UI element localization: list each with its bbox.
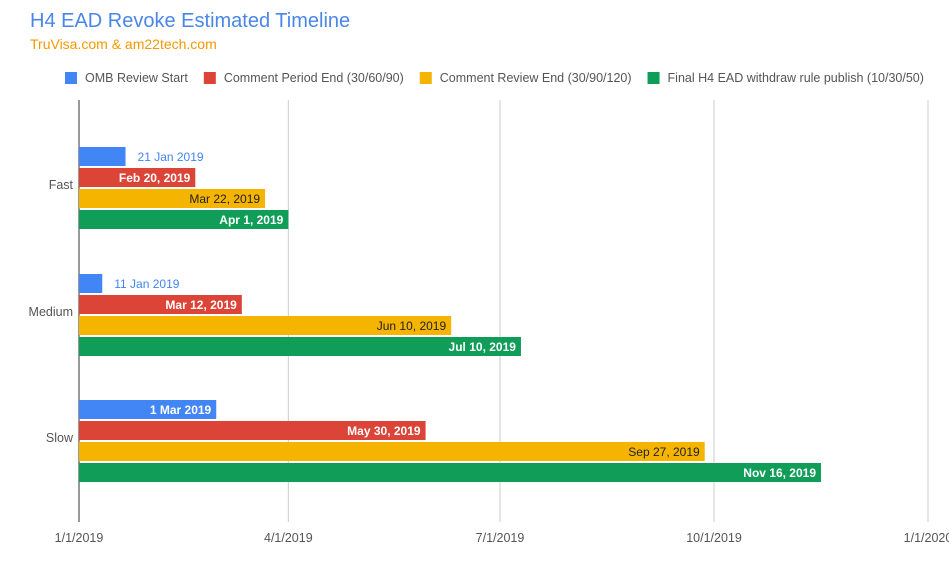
bar [79,274,103,293]
legend-swatch [203,72,216,84]
bars: 21 Jan 2019 Feb 20, 2019 Mar 22, 2019 Apr 1… [79,147,822,482]
legend-item: Comment Period End (30/60/90) [203,71,404,85]
legend-item: Final H4 EAD withdraw rule publish (10/3… [647,71,924,85]
chart-subtitle: TruVisa.com & am22tech.com [30,36,217,52]
category-label: Fast [49,178,74,192]
bar [79,400,217,419]
legend-label: OMB Review Start [85,71,188,85]
bar [79,168,196,187]
bar-data-label: Jul 10, 2019 [449,340,517,354]
bar-data-label: Mar 22, 2019 [189,192,260,206]
bar [79,316,452,335]
category-labels: Fast Medium Slow [29,178,74,445]
legend-swatch [419,72,432,84]
bar-data-label: Nov 16, 2019 [743,466,816,480]
legend: OMB Review Start Comment Period End (30/6… [65,71,924,85]
legend-item: OMB Review Start [65,71,188,85]
bar-data-label: Apr 1, 2019 [219,213,283,227]
x-axis-ticks: 1/1/2019 4/1/2019 7/1/2019 10/1/2019 1/1/202… [55,531,949,545]
legend-label: Final H4 EAD withdraw rule publish (10/3… [668,71,924,85]
x-tick-label: 1/1/2020 [904,531,949,545]
bar-data-label: 11 Jan 2019 [114,277,179,291]
bar-data-label: Mar 12, 2019 [165,298,237,312]
bar [79,147,126,166]
chart-title: H4 EAD Revoke Estimated Timeline [30,10,350,32]
bar [79,337,521,356]
bar [79,463,822,482]
x-tick-label: 7/1/2019 [476,531,525,545]
bar-data-label: 1 Mar 2019 [150,403,212,417]
x-tick-label: 10/1/2019 [686,531,742,545]
x-tick-label: 1/1/2019 [55,531,104,545]
category-label: Medium [29,305,73,319]
bar [79,210,289,229]
bar-data-label: Sep 27, 2019 [628,445,700,459]
legend-swatch [647,72,660,84]
legend-label: Comment Period End (30/60/90) [224,71,404,85]
bar-data-label: Feb 20, 2019 [119,171,191,185]
legend-swatch [65,72,77,84]
bar-data-label: 21 Jan 2019 [138,150,204,164]
bar [79,189,266,208]
category-label: Slow [46,431,74,445]
bar [79,442,705,461]
bar [79,421,426,440]
legend-item: Comment Review End (30/90/120) [419,71,632,85]
bar [79,295,242,314]
x-tick-label: 4/1/2019 [264,531,313,545]
bar-data-label: May 30, 2019 [347,424,421,438]
bar-data-label: Jun 10, 2019 [377,319,447,333]
legend-label: Comment Review End (30/90/120) [440,71,632,85]
